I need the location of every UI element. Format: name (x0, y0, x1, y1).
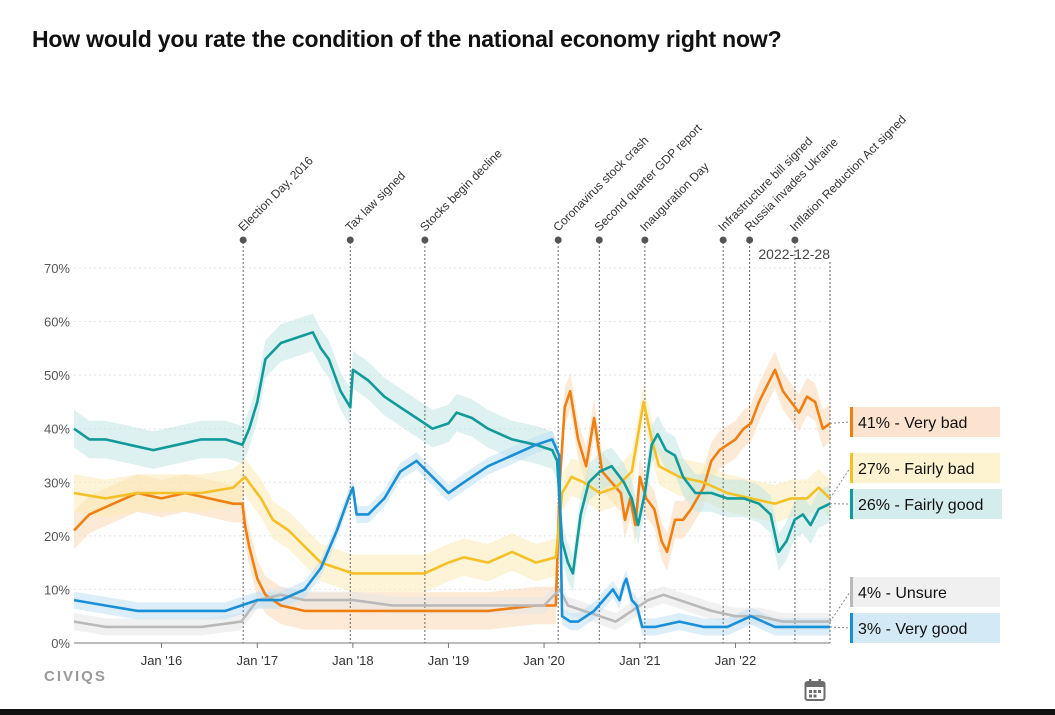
confidence-bands (74, 313, 830, 636)
page-title: How would you rate the condition of the … (32, 26, 782, 52)
x-tick-label: Jan '20 (523, 653, 565, 668)
y-tick-label: 60% (44, 315, 70, 330)
x-tick-label: Jan '22 (715, 653, 757, 668)
end-label-box (850, 453, 1000, 483)
event-label: Tax law signed (342, 169, 408, 235)
end-label-unsure: 4% - Unsure (858, 585, 947, 602)
end-label-connector (829, 421, 851, 424)
x-tick-label: Jan '21 (619, 653, 661, 668)
end-label-connector (829, 626, 851, 629)
event-label: Election Day, 2016 (235, 153, 316, 234)
end-label-accent (850, 407, 853, 437)
event-dot (346, 236, 354, 244)
event-dot (554, 236, 562, 244)
y-tick-label: 10% (44, 582, 70, 597)
window-bottom-bar (0, 709, 1055, 715)
end-label-very-bad: 41% - Very bad (858, 415, 967, 432)
end-labels: 41% - Very bad 27% - Fairly bad 26% - Fair… (829, 407, 1002, 643)
event-dot (719, 236, 727, 244)
y-tick-label: 40% (44, 422, 70, 437)
y-tick-label: 20% (44, 529, 70, 544)
series-line-very-bad (73, 368, 831, 613)
event-dot (641, 236, 649, 244)
end-label-fairly-good: 26% - Fairly good (858, 497, 983, 514)
event-dot (595, 236, 603, 244)
end-label-accent (850, 489, 853, 519)
event-dot (239, 236, 247, 244)
y-tick-label: 50% (44, 368, 70, 383)
end-label-box (850, 577, 1000, 607)
end-label-accent (850, 453, 853, 483)
series-line-very-good (73, 438, 830, 629)
end-label-accent (850, 577, 853, 607)
calendar-icon[interactable] (804, 678, 826, 702)
end-date-label: 2022-12-28 (758, 246, 830, 262)
end-label-very-good: 3% - Very good (858, 621, 967, 638)
end-label-box (850, 407, 1000, 437)
x-tick-label: Jan '19 (428, 653, 470, 668)
end-label-box (850, 489, 1002, 519)
series-lines (73, 331, 831, 629)
end-label-connector (829, 591, 851, 622)
event-dot (421, 236, 429, 244)
series-line-unsure (73, 588, 830, 629)
series-line-fairly-good (73, 331, 831, 575)
series-line-fairly-bad (73, 400, 831, 575)
band-fairly-bad (74, 383, 830, 593)
event-dot (791, 236, 799, 244)
x-tick-label: Jan '18 (332, 653, 374, 668)
end-label-accent (850, 613, 853, 643)
band-fairly-good (74, 313, 830, 593)
axes: 0% 10% 20% 30% 40% 50% 60% 70% Jan '16 Jan '17 Jan… (44, 261, 756, 668)
event-label: Stocks begin decline (417, 146, 505, 234)
y-tick-label: 70% (44, 261, 70, 276)
x-tick-label: Jan '17 (237, 653, 279, 668)
event-dot (746, 236, 754, 244)
end-label-fairly-bad: 27% - Fairly bad (858, 461, 975, 478)
civiqs-logo: CIVIQS (44, 668, 107, 685)
y-tick-label: 0% (51, 636, 70, 651)
end-label-connector (829, 467, 851, 499)
end-label-box (850, 613, 1000, 643)
y-tick-label: 30% (44, 475, 70, 490)
x-tick-label: Jan '16 (141, 653, 183, 668)
